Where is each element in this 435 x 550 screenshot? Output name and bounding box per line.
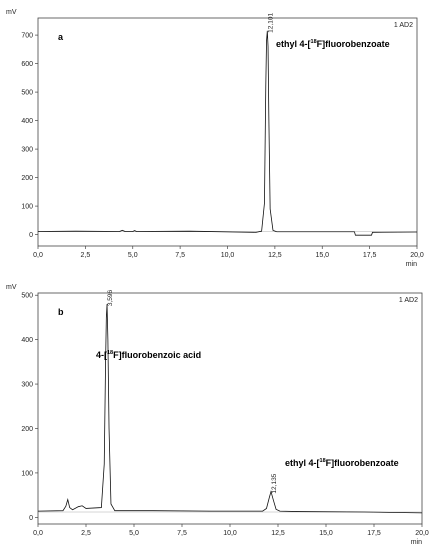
- x-tick-label: 7,5: [177, 530, 187, 537]
- x-tick-label: 10,0: [221, 252, 235, 259]
- x-tick-label: 15,0: [319, 530, 333, 537]
- x-tick-label: 20,0: [415, 530, 429, 537]
- x-axis-unit: min: [411, 539, 422, 546]
- compound-label: ethyl 4-[18F]fluorobenzoate: [285, 458, 399, 468]
- y-tick-label: 300: [21, 382, 33, 389]
- x-tick-label: 5,0: [128, 252, 138, 259]
- chromatogram-trace: [37, 304, 423, 514]
- chromatogram-panel-a: mV 0 100 200 300 400 500 600 700 0,0 2,5 5,0 7,5 10,0…: [6, 9, 424, 268]
- x-axis-unit: min: [406, 261, 417, 268]
- x-tick-label: 5,0: [129, 530, 139, 537]
- y-tick-label: 500: [21, 293, 33, 300]
- y-tick-label: 200: [21, 175, 33, 182]
- x-tick-label: 0,0: [33, 252, 43, 259]
- x-tick-label: 2,5: [81, 252, 91, 259]
- x-tick-label: 12,5: [268, 252, 282, 259]
- y-tick-label: 600: [21, 61, 33, 68]
- chromatogram-trace: [37, 30, 418, 236]
- plot-frame: [37, 17, 418, 247]
- x-tick-label: 12,5: [271, 530, 285, 537]
- y-tick-label: 300: [21, 147, 33, 154]
- peak-time-label: 12,101: [267, 13, 274, 33]
- y-tick-label: 500: [21, 90, 33, 97]
- y-tick-label: 0: [29, 232, 33, 239]
- channel-label: 1 AD2: [399, 297, 418, 304]
- x-tick-label: 15,0: [315, 252, 329, 259]
- plot-frame: [37, 292, 423, 525]
- compound-label: ethyl 4-[18F]fluorobenzoate: [276, 39, 390, 49]
- x-tick-label: 17,5: [363, 252, 377, 259]
- x-tick-label: 0,0: [33, 530, 43, 537]
- y-axis-unit: mV: [6, 9, 17, 16]
- x-tick-label: 7,5: [175, 252, 185, 259]
- panel-label: a: [58, 32, 64, 42]
- y-tick-label: 0: [29, 515, 33, 522]
- x-tick-label: 10,0: [223, 530, 237, 537]
- compound-label: 4-[18F]fluorobenzoic acid: [96, 350, 201, 360]
- y-axis-unit: mV: [6, 284, 17, 291]
- x-tick-label: 2,5: [81, 530, 91, 537]
- y-tick-label: 200: [21, 426, 33, 433]
- y-tick-label: 400: [21, 337, 33, 344]
- y-tick-label: 700: [21, 33, 33, 40]
- y-tick-label: 100: [21, 204, 33, 211]
- channel-label: 1 AD2: [394, 22, 413, 29]
- panel-label: b: [58, 307, 64, 317]
- x-tick-label: 17,5: [367, 530, 381, 537]
- chromatogram-panel-b: mV 0 100 200 300 400 500 0,0 2,5 5,0 7,5 10,0 12,5 15…: [6, 284, 429, 546]
- peak-time-label: 3,596: [107, 289, 114, 306]
- x-tick-label: 20,0: [410, 252, 424, 259]
- y-tick-label: 400: [21, 118, 33, 125]
- peak-time-label: 12,135: [271, 473, 278, 493]
- y-tick-label: 100: [21, 470, 33, 477]
